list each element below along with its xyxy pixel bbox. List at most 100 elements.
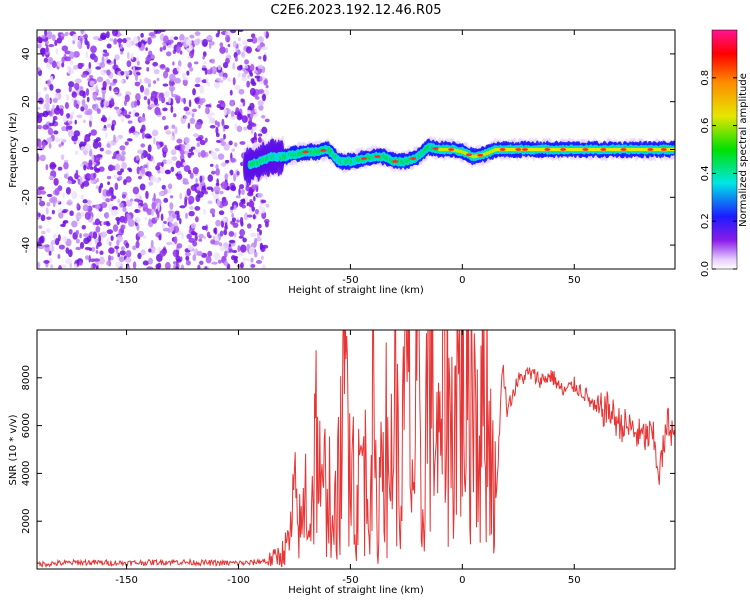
noise-blob [257,89,265,95]
noise-blob [216,178,219,185]
noise-blob [38,212,41,217]
ridge-hotspot [302,150,309,154]
noise-blob [79,176,83,185]
noise-blob [192,133,200,138]
noise-blob [185,111,191,116]
noise-blob [62,115,68,123]
noise-blob [120,51,124,55]
noise-blob [48,175,54,180]
noise-blob [140,167,146,175]
noise-blob [159,64,166,69]
noise-blob [155,208,159,215]
noise-blob [195,77,201,84]
noise-blob [73,65,79,70]
noise-blob [188,99,192,108]
noise-blob [192,108,198,113]
noise-blob [247,110,252,115]
noise-blob [241,72,247,78]
noise-blob [114,54,120,61]
noise-blob [265,84,269,89]
noise-blob [194,97,200,103]
noise-blob [263,31,267,37]
noise-blob [238,37,241,42]
ridge-hotspot [477,153,484,157]
noise-blob [53,130,59,135]
noise-blob [119,250,126,256]
noise-blob [198,233,204,239]
noise-blob [102,81,107,90]
noise-blob [185,38,192,46]
noise-blob [230,157,236,163]
noise-blob [49,83,54,91]
noise-blob [182,181,190,185]
noise-blob [258,104,264,111]
noise-blob [157,202,160,211]
noise-blob [134,209,139,213]
noise-blob [169,195,174,199]
noise-blob [86,96,90,103]
noise-blob [164,90,170,98]
noise-blob [45,228,51,233]
noise-blob [105,189,112,197]
noise-blob [250,264,256,268]
noise-blob [139,78,142,85]
noise-blob [153,192,156,202]
noise-blob [152,61,159,67]
noise-blob [176,212,180,221]
noise-blob [241,51,246,58]
noise-blob [215,164,219,169]
noise-blob [189,66,194,72]
noise-blob [126,213,130,219]
noise-blob [219,42,224,48]
noise-blob [174,210,180,215]
noise-blob [108,85,112,91]
noise-blob [223,250,228,258]
noise-blob [257,192,264,198]
noise-blob [209,163,214,167]
noise-blob [62,220,69,224]
noise-blob [136,99,141,106]
noise-blob [186,188,192,196]
noise-blob [44,93,50,101]
noise-blob [182,162,188,166]
noise-blob [231,148,236,152]
noise-blob [113,174,118,180]
noise-blob [165,159,173,164]
noise-blob [53,107,61,115]
noise-blob [83,119,86,123]
noise-blob [106,69,111,76]
noise-blob [255,260,263,264]
noise-blob [129,127,136,134]
noise-blob [254,208,259,215]
noise-blob [230,185,237,192]
noise-blob [139,116,146,123]
noise-blob [42,124,50,130]
noise-blob [147,144,152,153]
noise-blob [65,113,71,119]
noise-blob [153,69,160,75]
noise-blob [251,137,255,144]
noise-blob [218,210,225,216]
noise-blob [136,166,141,175]
noise-blob [215,126,219,135]
noise-blob [68,85,72,93]
noise-blob [81,73,88,78]
noise-blob [202,51,207,57]
noise-blob [171,213,177,219]
noise-blob [125,39,133,48]
noise-blob [181,143,186,151]
noise-blob [103,100,110,107]
noise-blob [208,117,215,124]
noise-blob [134,217,141,224]
snr-plot-area [37,330,675,569]
noise-blob [155,165,161,171]
noise-blob [162,45,167,51]
ridge-hotspot [320,149,327,152]
noise-blob [58,244,65,250]
noise-blob [254,107,258,113]
noise-blob [260,255,264,261]
noise-blob [191,113,195,118]
noise-blob [158,234,162,241]
noise-blob [261,46,269,51]
x-tick-label: -150 [115,575,138,586]
